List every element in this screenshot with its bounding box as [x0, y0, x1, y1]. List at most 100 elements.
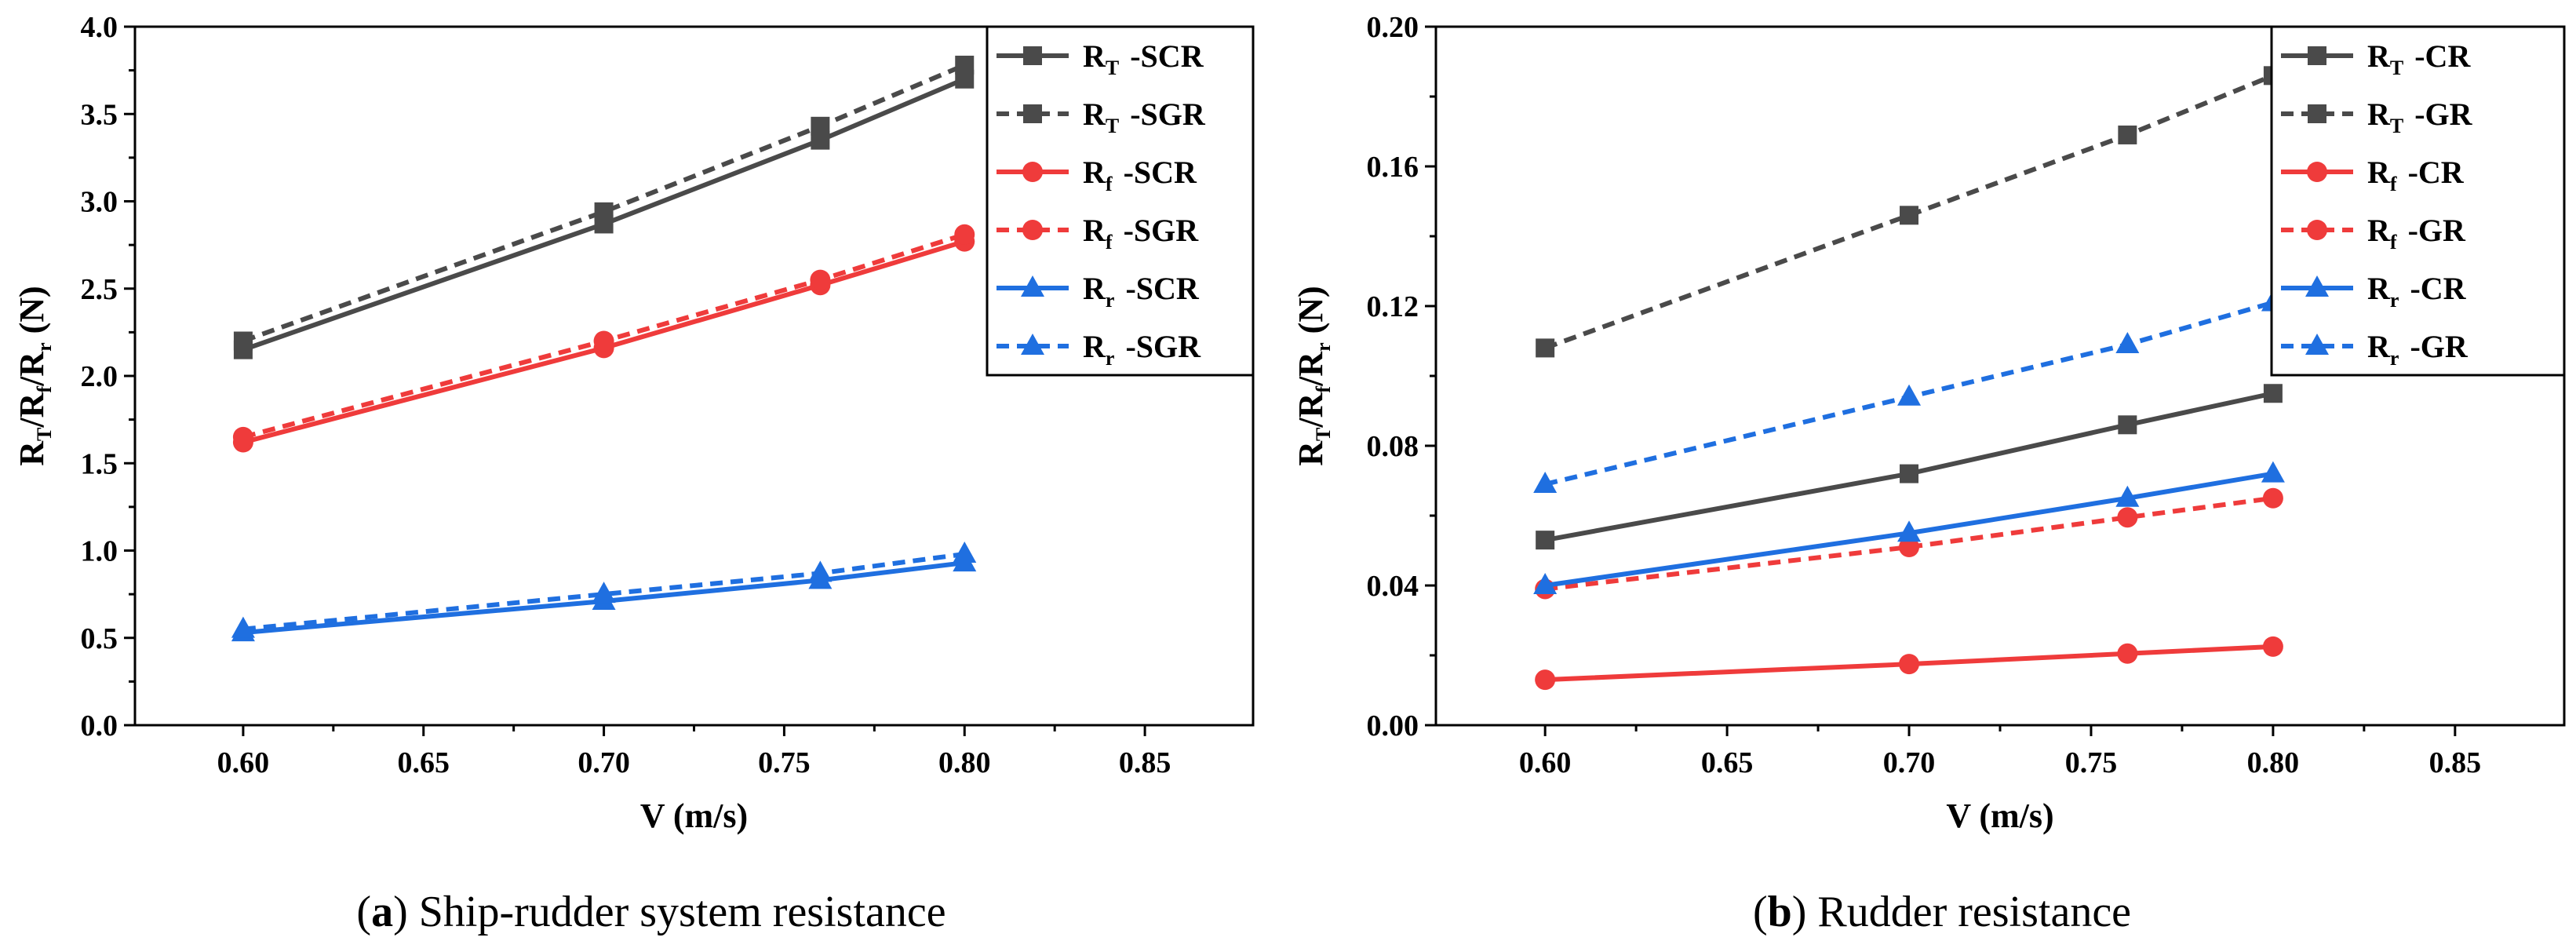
legend-entry-label: RT -CR — [2367, 38, 2471, 79]
legend-entry-base: R — [1083, 271, 1106, 306]
data-point — [810, 269, 831, 290]
y-axis-label-sub: f — [33, 386, 56, 393]
legend-entry-label: Rr -SCR — [1083, 271, 1200, 312]
y-axis-label-part: (N) — [13, 286, 51, 342]
caption-b: (b) Rudder resistance — [1753, 888, 2131, 936]
y-tick-label: 0.04 — [1367, 570, 1419, 603]
y-axis-label-part: (N) — [1292, 286, 1330, 342]
data-point — [1536, 531, 1555, 550]
legend-entry-tag: -SCR — [1130, 38, 1204, 74]
x-tick-label: 0.70 — [578, 746, 630, 779]
y-axis-label-sub: f — [1312, 386, 1335, 393]
x-tick-label: 0.65 — [1701, 746, 1754, 779]
legend-swatch-marker — [1023, 104, 1042, 123]
data-point — [2261, 461, 2285, 483]
data-point — [1536, 338, 1555, 358]
legend-entry-sub: r — [1106, 347, 1115, 370]
series-line-rt--scr — [242, 76, 966, 352]
legend-entry-tag: -GR — [2408, 213, 2466, 248]
series-line-rt--cr — [1544, 391, 2274, 543]
legend-swatch-marker — [2305, 334, 2329, 355]
y-axis-label-sub: T — [1312, 428, 1335, 441]
legend-box — [2270, 25, 2566, 377]
y-tick-label: 0.5 — [81, 622, 118, 655]
panel-b-rudder-resistance-chart: 0.60 0.65 0.70 0.75 0.80 0.85 0.00 0.04 0.08 0.12… — [1292, 11, 2566, 835]
data-point — [233, 331, 253, 351]
data-point — [1533, 573, 1558, 594]
legend-entry-tag: -GR — [2410, 329, 2468, 364]
legend-box — [986, 25, 1255, 377]
legend-swatch-marker — [1021, 334, 1044, 355]
series-line-rr--cr — [1544, 471, 2274, 588]
data-point — [2118, 415, 2137, 435]
x-tick-label: 0.65 — [397, 746, 450, 779]
legend-entry-tag: -CR — [2408, 155, 2465, 190]
y-tick-label: 4.0 — [81, 11, 118, 44]
caption-b-text: Rudder resistance — [1817, 888, 2131, 936]
legend-entry-label: Rf -SGR — [1083, 213, 1199, 254]
data-point — [231, 616, 255, 638]
caption-a-text: Ship-rudder system resistance — [419, 888, 946, 936]
legend-entry-label: Rr -GR — [2367, 329, 2469, 370]
y-axis-label-part: /R — [1292, 351, 1330, 387]
legend-swatch-marker — [1023, 46, 1042, 65]
legend-entry-label: Rr -CR — [2367, 271, 2467, 312]
x-tick-label: 0.75 — [758, 746, 811, 779]
legend-entry-base: R — [2367, 329, 2391, 364]
data-point — [594, 202, 614, 221]
legend-swatch-marker — [2307, 162, 2327, 182]
data-point — [1535, 669, 1556, 691]
legend-entry-sub: f — [1106, 231, 1113, 254]
legend-entry-sub: T — [2390, 115, 2403, 137]
legend-entry-label: Rf -SCR — [1083, 155, 1197, 195]
series-line-rf--sgr — [242, 232, 966, 440]
data-point — [1533, 471, 1558, 493]
caption-b-letter: b — [1768, 888, 1792, 936]
legend-entry-tag: -CR — [2414, 38, 2471, 74]
legend-entry-tag: -SGR — [1130, 97, 1206, 132]
y-axis-label: RT/Rf/Rr (N) — [1292, 286, 1335, 465]
x-tick-label: 0.60 — [1519, 746, 1572, 779]
series-line-rt--gr — [1544, 73, 2275, 351]
legend-entry-label: Rf -CR — [2367, 155, 2465, 195]
x-tick-label: 0.75 — [2065, 746, 2118, 779]
legend-entry-base: R — [1083, 38, 1106, 74]
x-axis-label: V (m/s) — [1946, 797, 2053, 835]
legend-entry-sub: r — [2390, 347, 2399, 370]
x-tick-label: 0.70 — [1883, 746, 1936, 779]
legend-entry-base: R — [1083, 213, 1106, 248]
y-axis-label-part: R — [1292, 440, 1330, 466]
y-tick-label: 3.0 — [81, 186, 118, 219]
legend-entry-base: R — [1083, 97, 1106, 132]
legend-entry-tag: -SGR — [1124, 213, 1200, 248]
legend-entry-tag: -SCR — [1124, 155, 1197, 190]
x-tick-label: 0.60 — [217, 746, 270, 779]
data-point — [2115, 331, 2140, 353]
series-line-rf--cr — [1545, 644, 2274, 683]
data-point — [808, 560, 833, 582]
y-tick-label: 0.08 — [1367, 430, 1419, 463]
data-point — [2263, 384, 2283, 403]
legend-swatch-marker — [2305, 275, 2329, 297]
legend-entry-sub: T — [1106, 57, 1119, 79]
legend-entry-sub: r — [2390, 289, 2399, 312]
y-axis-label-part: /R — [1292, 392, 1330, 428]
y-tick-label: 0.00 — [1367, 709, 1419, 742]
y-axis-label-sub: T — [33, 428, 56, 441]
y-axis-label-part: /R — [13, 351, 51, 387]
data-point — [232, 426, 253, 447]
y-tick-label: 0.16 — [1367, 151, 1419, 184]
y-tick-label: 0.0 — [81, 709, 118, 742]
legend-swatch-marker — [2308, 46, 2326, 65]
series-line-rf--scr — [242, 239, 966, 445]
data-point — [593, 330, 614, 352]
x-tick-label: 0.80 — [2247, 746, 2300, 779]
x-tick-label: 0.80 — [938, 746, 991, 779]
legend-entry-base: R — [2367, 97, 2391, 132]
y-tick-label: 1.0 — [81, 535, 118, 568]
legend-entry-base: R — [2367, 271, 2391, 306]
data-point — [811, 116, 830, 136]
data-point — [2117, 507, 2138, 528]
legend-entry-base: R — [1083, 155, 1106, 190]
y-tick-label: 1.5 — [81, 447, 118, 480]
